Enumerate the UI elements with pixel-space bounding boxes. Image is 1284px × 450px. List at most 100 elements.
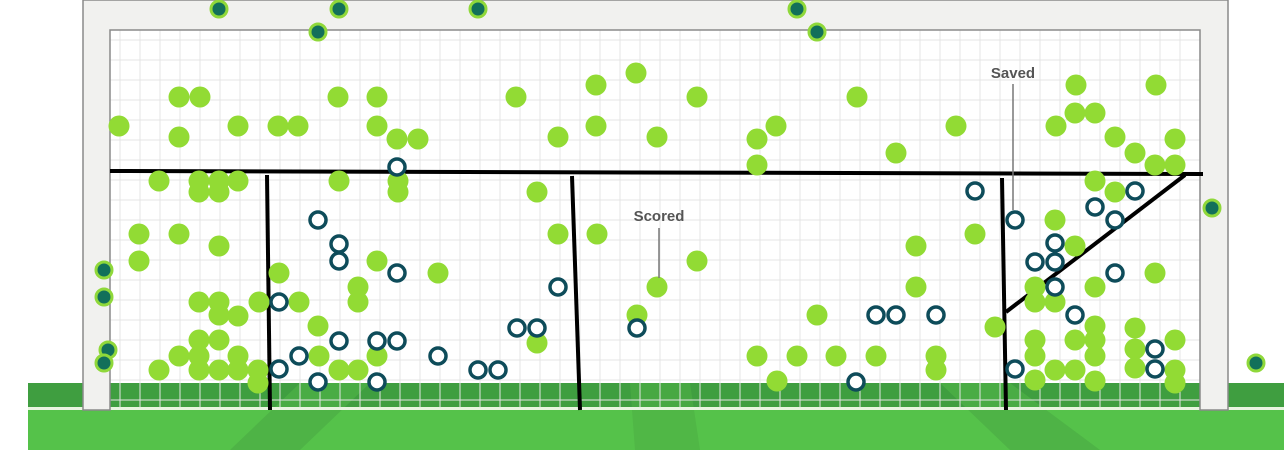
shot-scored <box>1124 338 1146 360</box>
shot-saved <box>269 359 289 379</box>
shot-scored <box>1064 329 1086 351</box>
zone-line <box>265 174 272 411</box>
shot-off-target <box>94 260 114 280</box>
shot-scored <box>846 86 868 108</box>
shot-saved <box>289 346 309 366</box>
shot-scored <box>526 181 548 203</box>
shot-saved <box>308 372 328 392</box>
shot-scored <box>148 170 170 192</box>
zone-line <box>109 169 1204 176</box>
shot-scored <box>188 359 210 381</box>
shot-scored <box>1024 345 1046 367</box>
shot-scored <box>347 276 369 298</box>
shot-saved <box>1045 277 1065 297</box>
shot-scored <box>1144 154 1166 176</box>
shot-scored <box>1124 357 1146 379</box>
shot-scored <box>1065 74 1087 96</box>
shot-scored <box>308 345 330 367</box>
shot-scored <box>148 359 170 381</box>
shot-scored <box>585 74 607 96</box>
shot-scored <box>1164 372 1186 394</box>
shot-scored <box>825 345 847 367</box>
shot-scored <box>1024 276 1046 298</box>
shot-scored <box>328 170 350 192</box>
shot-scored <box>327 86 349 108</box>
shot-saved <box>1105 210 1125 230</box>
shot-scored <box>168 223 190 245</box>
shot-off-target <box>94 287 114 307</box>
shot-scored <box>288 291 310 313</box>
shot-saved <box>846 372 866 392</box>
shot-scored <box>208 181 230 203</box>
shot-saved <box>886 305 906 325</box>
shot-scored <box>247 372 269 394</box>
shot-scored <box>287 115 309 137</box>
shot-scored <box>585 115 607 137</box>
shot-scored <box>586 223 608 245</box>
shot-off-target <box>468 0 488 19</box>
shot-saved <box>1045 233 1065 253</box>
shot-saved <box>1125 181 1145 201</box>
shot-scored <box>227 170 249 192</box>
shot-scored <box>1084 276 1106 298</box>
shot-scored <box>366 345 388 367</box>
shot-scored <box>1024 369 1046 391</box>
shot-scored <box>328 359 350 381</box>
shot-scored <box>625 62 647 84</box>
shot-scored <box>646 126 668 148</box>
shot-scored <box>984 316 1006 338</box>
shot-scored <box>505 86 527 108</box>
shot-scored <box>208 304 230 326</box>
shot-scored <box>885 142 907 164</box>
shot-scored <box>646 276 668 298</box>
shot-scored <box>128 223 150 245</box>
shots <box>94 0 1266 394</box>
goal-posts <box>82 0 1229 411</box>
shot-saved <box>367 331 387 351</box>
shot-scored <box>905 235 927 257</box>
shot-scored <box>386 128 408 150</box>
shot-saved <box>1005 210 1025 230</box>
shot-saved <box>507 318 527 338</box>
shot-saved <box>367 372 387 392</box>
shot-scored <box>227 359 249 381</box>
shot-off-target <box>787 0 807 19</box>
shot-scored <box>1124 317 1146 339</box>
shot-scored <box>686 250 708 272</box>
shot-scored <box>407 128 429 150</box>
shot-scored <box>1104 181 1126 203</box>
shot-saved <box>965 181 985 201</box>
shot-scored <box>208 235 230 257</box>
shot-scored <box>964 223 986 245</box>
shot-scored <box>746 128 768 150</box>
shot-saved <box>1045 252 1065 272</box>
shot-scored <box>1145 74 1167 96</box>
shot-scored <box>686 86 708 108</box>
shot-scored <box>1084 329 1106 351</box>
shot-scored <box>347 291 369 313</box>
shot-scored <box>1164 154 1186 176</box>
shot-scored <box>366 250 388 272</box>
shot-scored <box>1164 329 1186 351</box>
shot-saved <box>866 305 886 325</box>
shot-saved <box>1105 263 1125 283</box>
shot-saved <box>1005 359 1025 379</box>
shot-saved <box>527 318 547 338</box>
shot-scored <box>208 359 230 381</box>
annotations: Saved Scored <box>634 65 1035 278</box>
shot-saved <box>308 210 328 230</box>
shot-scored <box>1024 291 1046 313</box>
shot-scored <box>1164 128 1186 150</box>
shot-scored <box>188 329 210 351</box>
shot-scored <box>1124 142 1146 164</box>
shot-scored <box>1045 115 1067 137</box>
shot-scored <box>1064 102 1086 124</box>
shot-saved <box>1065 305 1085 325</box>
shot-saved <box>329 234 349 254</box>
annotation-scored: Scored <box>634 208 685 225</box>
shot-saved <box>1145 359 1165 379</box>
shot-scored <box>1044 291 1066 313</box>
shot-scored <box>427 262 449 284</box>
shot-saved <box>269 292 289 312</box>
